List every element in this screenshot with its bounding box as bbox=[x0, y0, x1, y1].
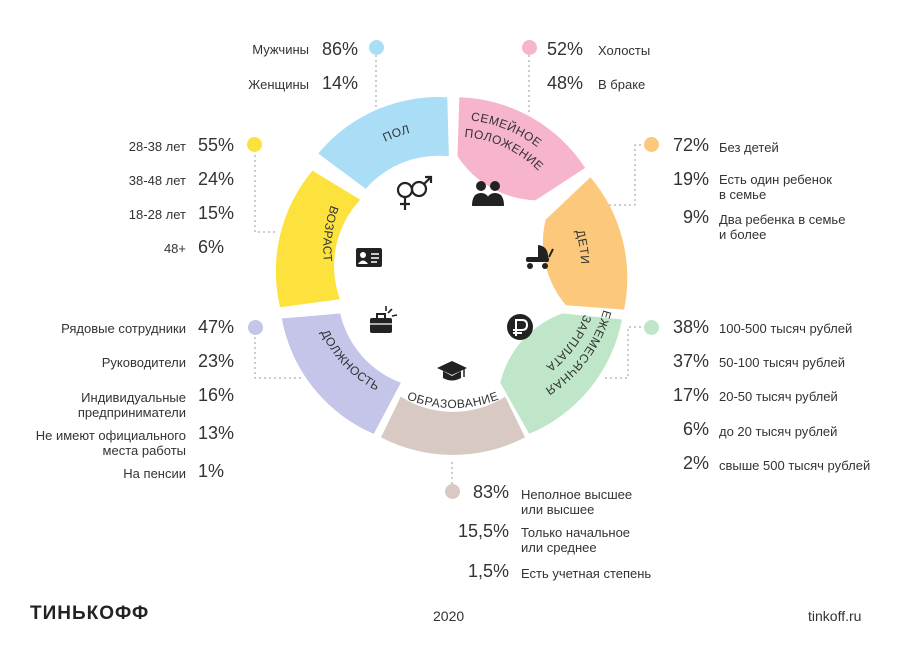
children-label-one: Есть один ребенок в семье bbox=[719, 172, 832, 202]
salary-value-4: 6% bbox=[682, 419, 709, 439]
children-label-two: Два ребенка в семье и более bbox=[719, 212, 846, 242]
gender-icon bbox=[396, 175, 433, 210]
age-legend-dot bbox=[247, 137, 262, 152]
marital-legend-dot bbox=[522, 40, 537, 55]
gender-value-women: 14% bbox=[322, 73, 359, 93]
marital-value-married: 48% bbox=[547, 73, 584, 93]
education-legend-dot bbox=[445, 484, 460, 499]
age-value-3: 15% bbox=[198, 203, 235, 223]
position-label-4: Не имеют официального места работы bbox=[35, 428, 186, 458]
position-label-2: Руководители bbox=[101, 355, 186, 370]
segment-gender bbox=[318, 97, 449, 189]
salary-label-5: свыше 500 тысяч рублей bbox=[719, 458, 871, 473]
segment-salary bbox=[500, 313, 622, 434]
position-value-3: 16% bbox=[198, 385, 235, 405]
ruble-icon bbox=[507, 314, 533, 340]
salary-value-1: 38% bbox=[672, 317, 709, 337]
year-label: 2020 bbox=[433, 608, 465, 624]
marital-value-single: 52% bbox=[547, 39, 584, 59]
family-icon bbox=[472, 181, 504, 206]
salary-label-1: 100-500 тысяч рублей bbox=[719, 321, 853, 336]
salary-label-2: 50-100 тысяч рублей bbox=[719, 355, 845, 370]
education-label-2: Только начальное или среднее bbox=[521, 525, 631, 555]
salary-value-2: 37% bbox=[672, 351, 709, 371]
id-card-icon bbox=[356, 248, 382, 267]
position-connector bbox=[254, 327, 302, 379]
marital-label-single: Холосты bbox=[598, 43, 651, 58]
education-label-3: Есть учетная степень bbox=[521, 566, 652, 581]
segment-education bbox=[381, 396, 525, 456]
position-value-1: 47% bbox=[198, 317, 235, 337]
segment-age bbox=[275, 170, 361, 308]
position-value-2: 23% bbox=[198, 351, 235, 371]
age-label-4: 48+ bbox=[163, 241, 186, 256]
children-connector bbox=[608, 144, 651, 206]
segment-children bbox=[542, 177, 628, 310]
salary-connector bbox=[604, 326, 651, 379]
education-label-1: Неполное высшее или высшее bbox=[521, 487, 633, 517]
marital-label-married: В браке bbox=[598, 77, 646, 92]
segment-position bbox=[281, 313, 401, 434]
children-legend-dot bbox=[644, 137, 659, 152]
children-value-one: 19% bbox=[672, 169, 709, 189]
age-value-4: 6% bbox=[198, 237, 225, 257]
age-label-2: 38-48 лет bbox=[128, 173, 186, 188]
children-value-none: 72% bbox=[672, 135, 709, 155]
brand-logo: ТИНЬКОФФ bbox=[30, 603, 150, 624]
briefcase-icon bbox=[370, 306, 398, 333]
children-value-two: 9% bbox=[682, 207, 709, 227]
gender-legend-dot bbox=[369, 40, 384, 55]
site-link[interactable]: tinkoff.ru bbox=[808, 608, 862, 624]
salary-legend-dot bbox=[644, 320, 659, 335]
salary-value-3: 17% bbox=[672, 385, 709, 405]
segment-marital bbox=[457, 97, 586, 201]
position-label-5: На пенсии bbox=[123, 466, 186, 481]
education-value-3: 1,5% bbox=[467, 561, 509, 581]
education-value-1: 83% bbox=[472, 482, 509, 502]
position-value-4: 13% bbox=[198, 423, 235, 443]
age-value-2: 24% bbox=[198, 169, 235, 189]
salary-value-5: 2% bbox=[682, 453, 709, 473]
gender-label-women: Женщины bbox=[248, 77, 309, 92]
age-value-1: 55% bbox=[198, 135, 235, 155]
stroller-icon bbox=[526, 245, 554, 269]
gender-label-men: Мужчины bbox=[252, 42, 309, 57]
age-label-1: 28-38 лет bbox=[128, 139, 186, 154]
gender-value-men: 86% bbox=[322, 39, 359, 59]
salary-label-4: до 20 тысяч рублей bbox=[719, 424, 838, 439]
education-value-2: 15,5% bbox=[457, 521, 509, 541]
age-connector bbox=[254, 145, 278, 233]
position-label-3: Индивидуальные предприниматели bbox=[77, 390, 186, 420]
position-legend-dot bbox=[248, 320, 263, 335]
position-value-5: 1% bbox=[198, 461, 225, 481]
children-label-none: Без детей bbox=[719, 140, 779, 155]
age-label-3: 18-28 лет bbox=[128, 207, 186, 222]
salary-label-3: 20-50 тысяч рублей bbox=[719, 389, 838, 404]
position-label-1: Рядовые сотрудники bbox=[61, 321, 186, 336]
graduation-cap-icon bbox=[437, 361, 467, 381]
